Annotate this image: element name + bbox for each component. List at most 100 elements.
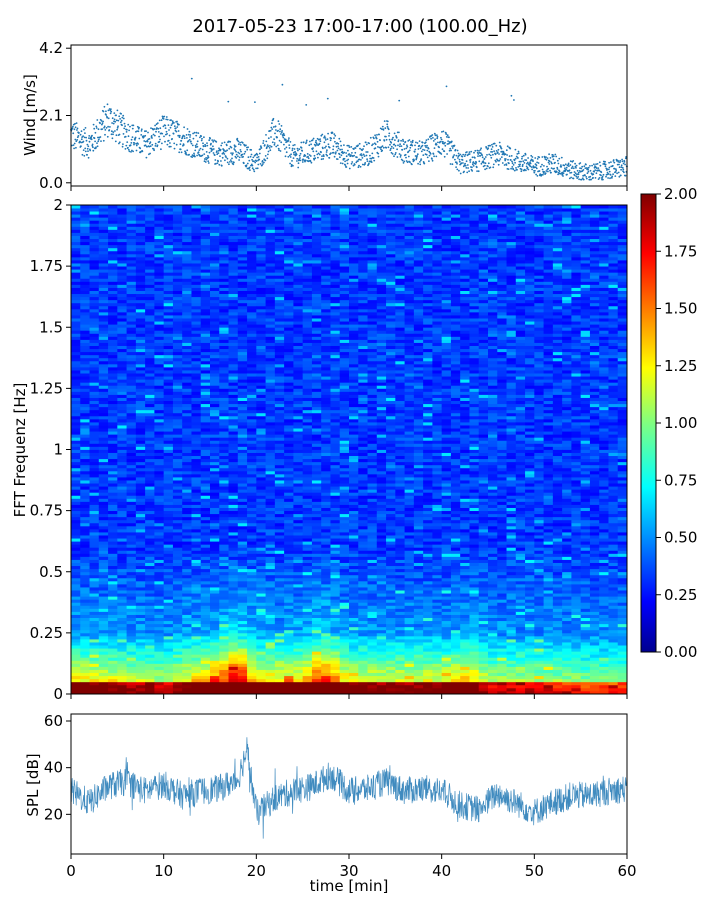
- spectrogram-cell: [126, 486, 137, 490]
- spectrogram-cell: [163, 205, 174, 209]
- spectrogram-cell: [154, 229, 165, 233]
- spectrogram-cell: [89, 568, 100, 573]
- spectrogram-cell: [182, 654, 192, 658]
- wind-point: [491, 151, 494, 153]
- wind-point: [371, 152, 374, 155]
- wind-point: [408, 139, 411, 141]
- spectrogram-cell: [154, 382, 165, 386]
- wind-point: [576, 169, 579, 172]
- spectrogram-cell: [98, 388, 109, 392]
- spectrogram-cell: [247, 299, 257, 304]
- spectrogram-cell: [228, 583, 239, 588]
- wind-point: [394, 153, 397, 156]
- spectrogram-cell: [154, 562, 165, 567]
- spectrogram-cell: [200, 473, 211, 478]
- spectrogram-cell: [247, 275, 257, 279]
- spectrogram-cell: [126, 345, 137, 350]
- wind-point: [350, 154, 352, 157]
- spectrogram-cell: [228, 480, 239, 484]
- spectrogram-cell: [210, 623, 220, 628]
- wind-point: [124, 125, 126, 128]
- spectrogram-cell: [163, 278, 174, 282]
- spectrogram-cell: [89, 593, 100, 597]
- spectrogram-cell: [117, 452, 127, 457]
- wind-point: [216, 153, 219, 156]
- spectrogram-cell: [135, 550, 146, 554]
- spectrogram-cell: [89, 587, 100, 591]
- spectrogram-cell: [191, 308, 202, 313]
- spectrogram-cell: [191, 357, 202, 362]
- spectrogram-cell: [228, 565, 239, 570]
- spectrogram-cell: [237, 449, 248, 453]
- spectrogram-cell: [117, 376, 127, 380]
- spectrogram-cell: [237, 220, 248, 224]
- wind-point: [505, 149, 508, 152]
- spectrogram-cell: [71, 614, 81, 618]
- spectrogram-cell: [210, 638, 220, 643]
- spectrogram-cell: [126, 449, 137, 453]
- spectrogram-cell: [89, 617, 100, 622]
- wind-point: [465, 167, 468, 169]
- wind-point: [609, 174, 612, 176]
- spectrogram-cell: [135, 211, 146, 215]
- spectrogram-cell: [219, 400, 229, 405]
- spectrogram-cell: [89, 611, 100, 615]
- spectrogram-cell: [135, 327, 146, 331]
- wind-point: [585, 176, 588, 178]
- spectrogram-cell: [126, 559, 137, 563]
- spectrogram-cell: [237, 623, 248, 628]
- spectrogram-cell: [219, 611, 229, 615]
- spectrogram-cell: [71, 486, 81, 490]
- wind-point: [503, 164, 506, 166]
- spectrogram-cell: [210, 315, 220, 319]
- spectrogram-cell: [117, 507, 127, 512]
- spectrogram-cell: [89, 302, 100, 307]
- spectrogram-cell: [182, 574, 192, 579]
- spectrogram-cell: [117, 535, 127, 539]
- spectrogram-cell: [71, 559, 81, 563]
- wind-point: [617, 161, 620, 163]
- wind-point: [192, 132, 195, 135]
- spectrogram-cell: [191, 244, 202, 249]
- wind-point: [398, 145, 401, 148]
- spectrogram-cell: [135, 434, 146, 438]
- spectrogram-cell: [237, 226, 248, 230]
- spectrogram-cell: [154, 593, 165, 597]
- spectrogram-cell: [71, 348, 81, 353]
- spectrogram-cell: [154, 318, 165, 322]
- spectrogram-cell: [210, 266, 220, 270]
- spectrogram-cell: [191, 394, 202, 398]
- spectrogram-cell: [219, 467, 229, 472]
- spectrogram-cell: [228, 577, 239, 582]
- wind-point: [612, 159, 615, 161]
- wind-point: [104, 133, 106, 136]
- spectrogram-cell: [182, 525, 192, 530]
- wind-point: [347, 144, 350, 147]
- spectrogram-cell: [200, 525, 211, 530]
- wind-point: [201, 148, 204, 151]
- spectrogram-cell: [126, 547, 137, 551]
- spectrogram-cell: [154, 617, 165, 622]
- wind-point: [143, 136, 145, 138]
- spectrogram-cell: [145, 596, 155, 600]
- spectrogram-cell: [228, 376, 239, 380]
- wind-point: [288, 137, 290, 140]
- wind-point: [464, 162, 466, 165]
- spectrogram-cell: [237, 253, 248, 258]
- wind-point: [459, 172, 462, 175]
- wind-point: [221, 156, 224, 159]
- spectrogram-cell: [210, 217, 220, 221]
- spectrogram-cell: [154, 635, 165, 640]
- spectrogram-cell: [117, 574, 127, 579]
- spectrogram-cell: [71, 510, 81, 515]
- spectrogram-cell: [126, 284, 137, 288]
- wind-point: [320, 158, 323, 161]
- spectrogram-cell: [108, 452, 118, 457]
- wind-point: [172, 132, 175, 135]
- spectrogram-cell: [145, 342, 155, 346]
- spectrogram-cell: [135, 360, 146, 365]
- spectrogram-cell: [228, 495, 239, 499]
- wind-point: [158, 140, 161, 143]
- wind-point: [284, 138, 287, 141]
- spectrogram-cell: [163, 684, 174, 689]
